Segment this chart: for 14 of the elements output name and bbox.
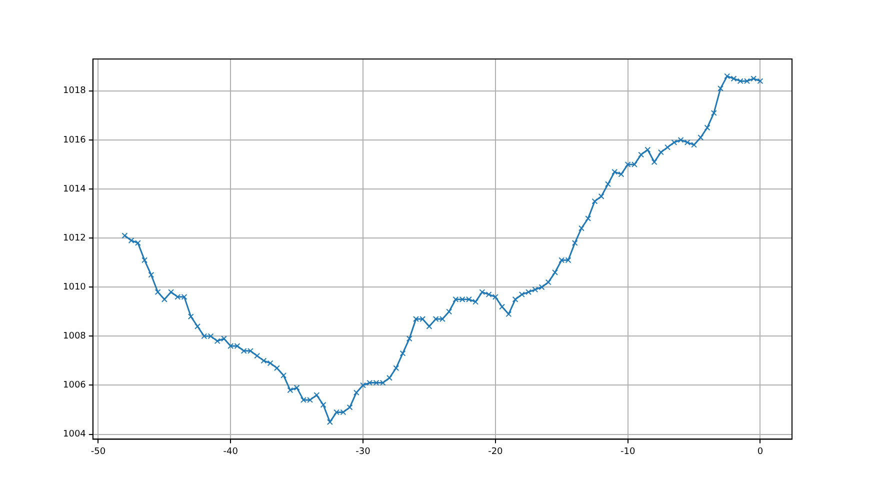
x-tick-label: -10 bbox=[620, 446, 636, 457]
y-tick-label: 1008 bbox=[63, 332, 86, 342]
x-tick-label: -30 bbox=[356, 446, 371, 457]
y-tick-label: 1010 bbox=[63, 282, 86, 292]
y-tick-label: 1014 bbox=[63, 184, 86, 194]
x-tick-label: -40 bbox=[223, 446, 238, 457]
y-tick-label: 1018 bbox=[63, 86, 86, 96]
x-tick-label: -50 bbox=[90, 446, 106, 457]
y-tick-label: 1016 bbox=[63, 135, 86, 146]
x-tick-label: 0 bbox=[757, 446, 764, 457]
y-tick-label: 1004 bbox=[63, 430, 86, 440]
y-tick-label: 1006 bbox=[63, 380, 86, 391]
y-tick-label: 1012 bbox=[63, 233, 86, 244]
x-tick-label: -20 bbox=[488, 446, 504, 457]
